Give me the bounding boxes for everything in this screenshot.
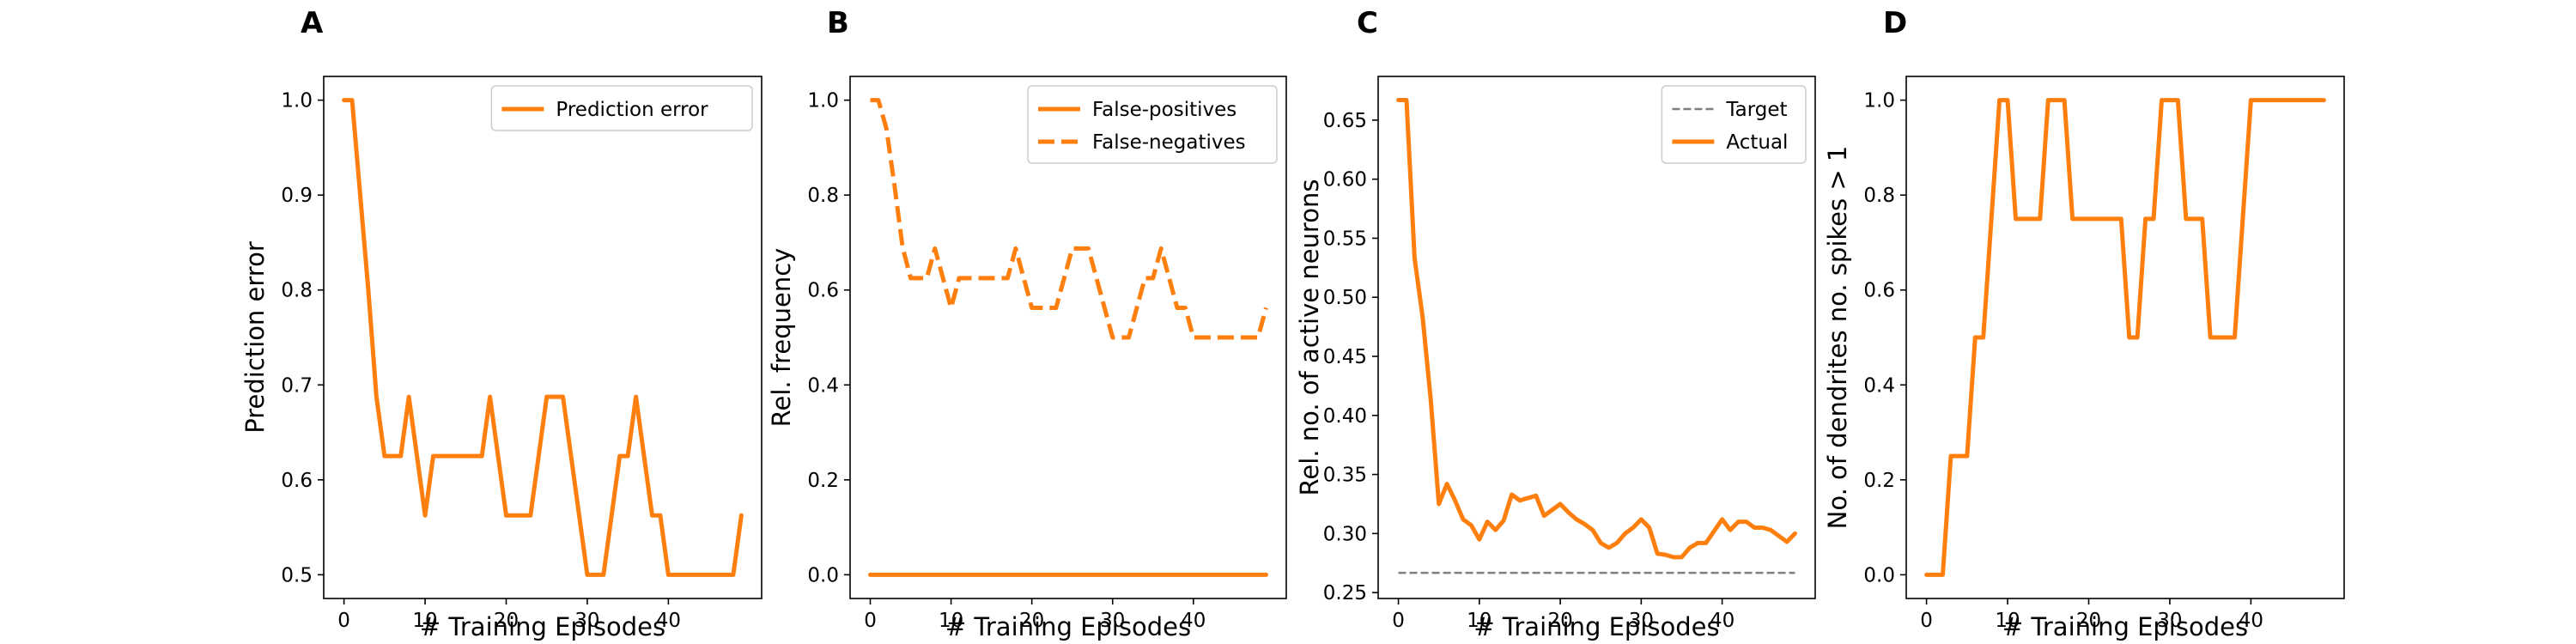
y-tick-label: 0.8 bbox=[281, 280, 313, 302]
y-axis-label: Rel. no. of active neurons bbox=[1295, 179, 1324, 496]
y-axis-label: Prediction error bbox=[240, 241, 270, 434]
legend: Target Actual bbox=[1661, 85, 1807, 164]
x-tick-label: 30 bbox=[1100, 610, 1125, 632]
plot-frame bbox=[849, 76, 1287, 599]
x-tick-label: 30 bbox=[1629, 610, 1654, 632]
x-tick-label: 30 bbox=[2157, 610, 2182, 632]
legend-frame bbox=[1027, 85, 1278, 164]
legend-label: Actual bbox=[1726, 131, 1788, 154]
x-axis-label: # Training Episodes bbox=[2002, 612, 2248, 641]
x-tick-label: 10 bbox=[939, 610, 963, 632]
y-tick-label: 1.0 bbox=[807, 90, 839, 112]
legend: Prediction error bbox=[490, 85, 753, 131]
y-tick-label: 0.6 bbox=[1863, 280, 1895, 302]
y-axis-label: No. of dendrites no. spikes > 1 bbox=[1823, 146, 1852, 530]
y-tick-label: 0.8 bbox=[807, 185, 839, 207]
panel-d: D 0 10 20 30 40 0.0 0.2 0.4 0.6 0.8 1.0 # Training E… bbox=[1823, 6, 2345, 641]
panel-label: C bbox=[1357, 6, 1378, 40]
x-tick-label: 40 bbox=[2239, 610, 2263, 632]
series-group bbox=[1924, 98, 2326, 577]
y-tick-label: 0.2 bbox=[1863, 470, 1895, 492]
x-tick-label: 0 bbox=[1920, 610, 1933, 632]
series-group bbox=[1396, 98, 1797, 574]
x-axis-label: # Training Episodes bbox=[945, 612, 1191, 641]
x-tick-label: 20 bbox=[1547, 610, 1572, 632]
y-tick-label: 0.30 bbox=[1323, 523, 1367, 545]
y-tick-label: 0.2 bbox=[807, 470, 839, 492]
plot-frame bbox=[1905, 76, 2345, 599]
y-tick-label: 0.0 bbox=[807, 564, 839, 586]
panel-label: A bbox=[301, 6, 324, 40]
plot-frame bbox=[1377, 76, 1816, 599]
series-line-series-0 bbox=[1924, 98, 2326, 577]
x-tick-label: 20 bbox=[2076, 610, 2101, 632]
panel-label: B bbox=[827, 6, 849, 40]
y-tick-label: 0.40 bbox=[1323, 405, 1367, 428]
legend-label: Target bbox=[1725, 99, 1787, 121]
x-tick-label: 10 bbox=[1467, 610, 1492, 632]
series-line-actual bbox=[1396, 98, 1797, 560]
series-group bbox=[868, 98, 1268, 577]
series-group bbox=[342, 98, 744, 577]
x-tick-label: 40 bbox=[1181, 610, 1206, 632]
x-axis-label: # Training Episodes bbox=[420, 612, 665, 641]
y-tick-label: 1.0 bbox=[1863, 90, 1895, 112]
x-tick-label: 40 bbox=[1710, 610, 1735, 632]
y-tick-label: 0.0 bbox=[1863, 564, 1895, 586]
legend-label: False-negatives bbox=[1092, 131, 1246, 154]
plot-frame bbox=[323, 76, 762, 599]
x-axis-label: # Training Episodes bbox=[1473, 612, 1719, 641]
y-tick-label: 0.25 bbox=[1323, 582, 1367, 605]
x-tick-label: 0 bbox=[1392, 610, 1405, 632]
y-tick-label: 0.8 bbox=[1863, 185, 1895, 207]
y-tick-label: 0.60 bbox=[1323, 169, 1367, 191]
panel-c: C 0 10 20 30 40 0.25 0.30 0.35 0.40 0.45 0.50 0.55 0.… bbox=[1295, 6, 1816, 641]
legend-label: False-positives bbox=[1092, 99, 1236, 121]
y-tick-label: 0.5 bbox=[281, 564, 313, 586]
series-line-prediction-error bbox=[342, 98, 744, 577]
legend-frame bbox=[490, 85, 753, 131]
y-tick-label: 0.65 bbox=[1323, 110, 1367, 132]
x-tick-label: 20 bbox=[494, 610, 519, 632]
panel-label: D bbox=[1883, 6, 1907, 40]
x-tick-label: 0 bbox=[337, 610, 350, 632]
y-tick-label: 0.4 bbox=[1863, 374, 1895, 397]
series-line-false-negatives bbox=[870, 98, 1268, 340]
y-tick-label: 0.4 bbox=[807, 374, 839, 397]
y-axis-label: Rel. frequency bbox=[767, 248, 796, 428]
panel-b: B 0 10 20 30 40 0.0 0.2 0.4 0.6 0.8 1.0 # Training E… bbox=[767, 6, 1287, 641]
x-tick-label: 10 bbox=[412, 610, 437, 632]
x-tick-label: 20 bbox=[1019, 610, 1044, 632]
y-tick-label: 0.50 bbox=[1323, 287, 1367, 309]
y-tick-label: 0.45 bbox=[1323, 346, 1367, 368]
y-tick-label: 1.0 bbox=[281, 90, 313, 112]
y-tick-label: 0.55 bbox=[1323, 228, 1367, 250]
x-tick-label: 40 bbox=[656, 610, 681, 632]
y-tick-label: 0.35 bbox=[1323, 465, 1367, 487]
y-tick-label: 0.7 bbox=[281, 374, 313, 397]
y-tick-label: 0.9 bbox=[281, 185, 313, 207]
panel-a: A 0 10 20 30 40 0.5 0.6 0.7 0.8 0.9 1.0 # Training E… bbox=[240, 6, 762, 641]
x-tick-label: 0 bbox=[864, 610, 877, 632]
x-tick-label: 30 bbox=[574, 610, 599, 632]
x-tick-label: 10 bbox=[1995, 610, 2020, 632]
legend: False-positives False-negatives bbox=[1027, 85, 1278, 164]
legend-label: Prediction error bbox=[556, 99, 708, 121]
y-tick-label: 0.6 bbox=[281, 470, 313, 492]
y-tick-label: 0.6 bbox=[807, 280, 839, 302]
